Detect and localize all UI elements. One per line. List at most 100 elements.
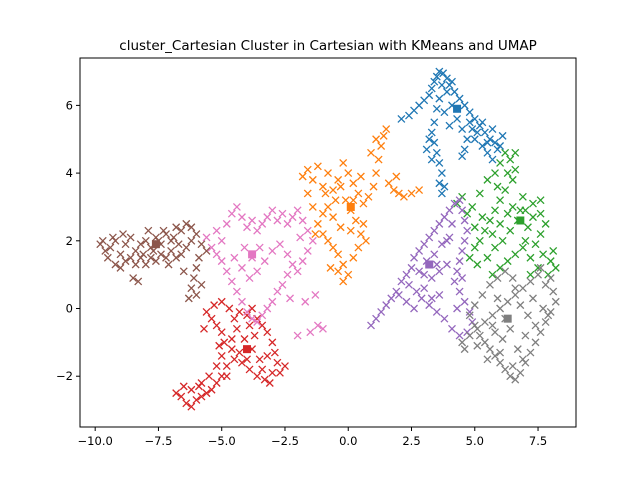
x-tick-label: −2.5 xyxy=(271,434,299,448)
cluster-centroid xyxy=(453,104,462,113)
data-point xyxy=(549,247,558,255)
data-point xyxy=(268,297,277,306)
data-point xyxy=(470,321,479,330)
data-point xyxy=(402,297,411,306)
data-point xyxy=(324,202,332,211)
data-point xyxy=(131,260,140,269)
data-point xyxy=(222,362,231,371)
data-point xyxy=(240,243,249,252)
data-point xyxy=(344,270,353,279)
data-point xyxy=(237,263,246,272)
x-tick-label: −5.0 xyxy=(208,434,236,448)
data-point xyxy=(243,223,251,232)
data-point xyxy=(453,304,462,313)
data-point xyxy=(420,270,429,279)
data-point xyxy=(367,148,375,157)
cluster-centroid xyxy=(516,216,525,225)
data-point xyxy=(139,250,148,259)
data-point xyxy=(318,324,327,333)
data-point xyxy=(227,277,236,286)
data-point xyxy=(235,348,244,357)
data-point xyxy=(245,274,254,283)
data-point xyxy=(521,236,530,245)
data-point xyxy=(281,362,289,371)
data-point xyxy=(106,243,115,252)
data-point xyxy=(197,240,206,249)
data-point xyxy=(182,219,191,228)
cluster-centroid xyxy=(243,345,252,354)
data-point xyxy=(298,172,307,181)
data-point xyxy=(415,267,424,276)
data-point xyxy=(536,230,545,238)
data-point xyxy=(506,155,515,164)
data-point xyxy=(442,236,451,245)
data-point xyxy=(222,372,231,381)
cluster-centroid xyxy=(346,202,355,211)
data-point xyxy=(240,335,249,343)
data-point xyxy=(293,267,302,276)
data-point xyxy=(172,223,181,232)
data-point xyxy=(536,196,545,205)
data-point xyxy=(258,311,267,320)
data-point xyxy=(458,338,467,347)
data-point xyxy=(427,274,436,283)
data-point xyxy=(523,311,532,320)
data-point xyxy=(273,358,282,367)
data-point xyxy=(313,219,322,228)
data-point xyxy=(473,128,482,137)
data-point xyxy=(450,277,459,286)
data-point xyxy=(149,247,158,255)
data-point xyxy=(308,175,317,184)
data-point xyxy=(313,321,322,330)
data-point xyxy=(232,324,241,333)
data-point xyxy=(529,294,537,303)
data-point xyxy=(410,253,419,262)
data-point xyxy=(298,257,307,266)
data-point xyxy=(98,236,107,245)
data-point xyxy=(162,253,171,262)
data-point xyxy=(177,226,186,235)
data-point xyxy=(526,253,535,262)
data-point xyxy=(511,291,520,299)
data-point xyxy=(493,294,502,303)
data-point xyxy=(420,284,429,293)
data-point xyxy=(496,348,505,357)
data-point xyxy=(485,345,494,354)
data-point xyxy=(491,169,499,178)
data-point xyxy=(253,372,262,381)
data-point xyxy=(470,301,479,310)
data-point xyxy=(222,267,231,276)
data-point xyxy=(187,284,196,293)
data-point xyxy=(141,236,150,245)
data-point xyxy=(270,348,279,357)
data-point xyxy=(250,331,259,340)
data-point xyxy=(258,219,267,228)
data-point xyxy=(508,202,517,211)
y-tick-label: 2 xyxy=(66,234,73,248)
data-point xyxy=(493,182,502,191)
data-point xyxy=(544,311,553,320)
data-point xyxy=(473,260,482,269)
axes-border xyxy=(79,57,577,428)
data-point xyxy=(354,189,363,198)
data-point xyxy=(187,223,196,232)
data-point xyxy=(493,145,502,154)
data-point xyxy=(119,230,127,238)
data-point xyxy=(212,321,221,330)
data-point xyxy=(189,274,198,283)
data-point xyxy=(374,155,383,164)
data-point xyxy=(349,253,358,262)
data-point xyxy=(268,247,277,255)
data-point xyxy=(508,175,517,184)
data-point xyxy=(379,131,388,140)
data-point xyxy=(465,307,474,316)
data-point xyxy=(248,304,257,313)
data-point xyxy=(541,219,550,228)
data-point xyxy=(192,230,201,238)
data-point xyxy=(197,280,206,289)
data-point xyxy=(227,345,236,354)
data-point xyxy=(430,138,439,147)
data-point xyxy=(278,280,287,289)
data-point xyxy=(298,216,307,225)
data-point xyxy=(248,216,257,225)
